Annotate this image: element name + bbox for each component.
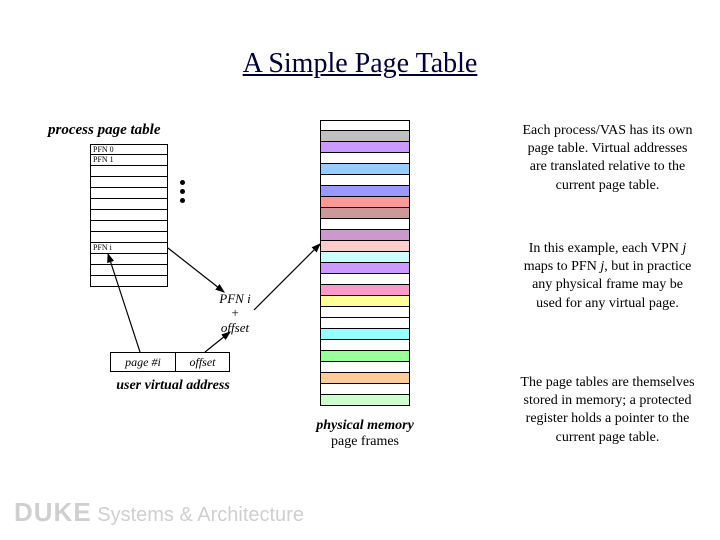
sidetext-paragraph-3: The page tables are themselves stored in… xyxy=(520,374,695,447)
memory-frame-row xyxy=(320,241,410,252)
memory-frame-row xyxy=(320,351,410,362)
va-cell-offset: offset xyxy=(176,352,230,372)
memory-frame-row xyxy=(320,197,410,208)
memory-frame-row xyxy=(320,208,410,219)
memory-frame-row xyxy=(320,131,410,142)
memory-frame-row xyxy=(320,285,410,296)
t: maps to PFN xyxy=(524,259,601,274)
virtual-address-box: page #ioffset xyxy=(110,352,230,372)
process-page-table-label: process page table xyxy=(48,122,160,139)
page-table-row xyxy=(90,276,168,287)
physical-memory xyxy=(320,120,410,406)
page-frames-text: page frames xyxy=(331,434,399,449)
page-table-row xyxy=(90,166,168,177)
dot-icon xyxy=(180,180,185,185)
memory-frame-row xyxy=(320,373,410,384)
page-table-row xyxy=(90,177,168,188)
t: In this example, each VPN xyxy=(529,241,683,256)
duke-logo-text: DUKE xyxy=(14,497,92,527)
memory-frame-row xyxy=(320,252,410,263)
sidetext-paragraph-1: Each process/VAS has its own page table.… xyxy=(520,122,695,195)
page-table-row: PFN 0 xyxy=(90,144,168,155)
page-table: PFN 0PFN 1 PFN i xyxy=(90,144,168,287)
physical-memory-caption: physical memory page frames xyxy=(300,418,430,450)
memory-frame-row xyxy=(320,307,410,318)
physmem-bold: physical memory xyxy=(316,418,414,433)
page-table-row xyxy=(90,265,168,276)
memory-frame-row xyxy=(320,395,410,406)
page-table-row xyxy=(90,254,168,265)
page-table-row xyxy=(90,199,168,210)
footer-branding: DUKE Systems & Architecture xyxy=(14,497,304,528)
memory-frame-row xyxy=(320,142,410,153)
ellipsis-dots xyxy=(180,180,185,203)
offset-text: offset xyxy=(205,321,265,335)
dot-icon xyxy=(180,198,185,203)
memory-frame-row xyxy=(320,274,410,285)
memory-frame-row xyxy=(320,340,410,351)
page-table-row xyxy=(90,232,168,243)
page-table-row xyxy=(90,188,168,199)
diagram: process page table PFN 0PFN 1 PFN i PFN i… xyxy=(40,120,460,460)
memory-frame-row xyxy=(320,230,410,241)
memory-frame-row xyxy=(320,329,410,340)
var-j: j xyxy=(682,241,686,256)
page-table-row: PFN i xyxy=(90,243,168,254)
plus-text: + xyxy=(205,306,265,320)
dot-icon xyxy=(180,189,185,194)
memory-frame-row xyxy=(320,384,410,395)
memory-frame-row xyxy=(320,120,410,131)
pfn-i-text: PFN i xyxy=(205,292,265,306)
memory-frame-row xyxy=(320,175,410,186)
page-table-row: PFN 1 xyxy=(90,155,168,166)
pfn-plus-offset-label: PFN i + offset xyxy=(205,292,265,335)
memory-frame-row xyxy=(320,362,410,373)
memory-frame-row xyxy=(320,186,410,197)
memory-frame-row xyxy=(320,296,410,307)
page-table-row xyxy=(90,221,168,232)
footer-text: Systems & Architecture xyxy=(92,504,304,526)
memory-frame-row xyxy=(320,153,410,164)
user-virtual-address-label: user virtual address xyxy=(88,378,258,394)
slide-title: A Simple Page Table xyxy=(0,48,720,80)
memory-frame-row xyxy=(320,318,410,329)
memory-frame-row xyxy=(320,263,410,274)
memory-frame-row xyxy=(320,164,410,175)
page-table-row xyxy=(90,210,168,221)
memory-frame-row xyxy=(320,219,410,230)
va-cell-page_num: page #i xyxy=(110,352,176,372)
sidetext-paragraph-2: In this example, each VPN j maps to PFN … xyxy=(520,240,695,313)
